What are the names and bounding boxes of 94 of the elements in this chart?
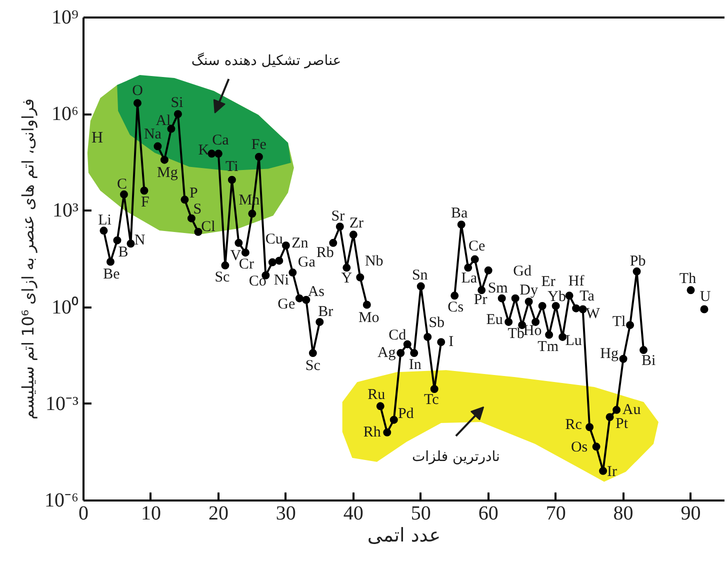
y-tick-label: 10⁻⁶ (44, 490, 79, 512)
annotation: Zr (349, 216, 364, 232)
annotation: Br (318, 304, 334, 320)
annotation: H (92, 129, 104, 146)
annotation: C (116, 176, 127, 192)
annotation: W (586, 306, 601, 322)
annotation: Si (170, 95, 184, 112)
annotation: In (408, 357, 422, 374)
annotation: Zn (292, 236, 309, 252)
annotation: Na (144, 126, 162, 142)
annotation: Th (679, 271, 697, 288)
annotation: Fe (251, 136, 267, 153)
x-tick-label: 30 (276, 502, 296, 524)
x-axis-title: عدد اتمی (367, 524, 441, 546)
annotation: Rb (316, 244, 334, 261)
annotation: Os (570, 440, 588, 456)
annotation: Dy (520, 282, 538, 299)
annotation: Tb (508, 326, 524, 342)
annotation: Be (103, 266, 120, 283)
annotation: Y (341, 270, 352, 287)
annotation: Mg (157, 164, 178, 181)
annotation: Ba (451, 206, 468, 222)
y-tick-label: 10³ (52, 200, 79, 222)
x-tick-label: 90 (680, 502, 701, 524)
x-tick-label: 20 (208, 502, 228, 524)
annotation: Pd (398, 406, 414, 422)
annotation: Rh (363, 424, 382, 440)
annotation: O (132, 83, 144, 100)
annotation: Tc (424, 392, 440, 408)
annotation: نادرترین فلزات (412, 448, 500, 465)
annotation: Bi (641, 353, 656, 370)
annotation: Co (248, 273, 266, 290)
x-tick-label: 60 (478, 502, 498, 524)
annotation: Ta (580, 288, 595, 304)
annotation: As (308, 284, 325, 300)
x-tick-label: 10 (140, 502, 161, 524)
annotation: Tl (612, 314, 626, 330)
annotation: Cu (265, 232, 284, 248)
annotation: La (461, 270, 478, 287)
annotation: B (118, 244, 128, 260)
x-tick-label: 70 (546, 502, 566, 524)
annotation: Tm (538, 338, 559, 355)
annotation: Sb (428, 314, 445, 331)
annotation: Ce (468, 238, 486, 254)
annotation: Sm (488, 280, 508, 296)
annotation: Pb (630, 253, 646, 270)
annotation: Hf (568, 274, 584, 290)
annotation: Ni (274, 272, 289, 288)
y-axis-title: فراوانی، اتم های عنصر به ازای 10⁶ اتم سیلیسم (18, 98, 38, 420)
annotation: Cd (388, 327, 407, 344)
annotation: Lu (565, 332, 582, 349)
annotation: Rc (565, 417, 582, 434)
annotation: Ga (298, 254, 316, 271)
annotation: Cr (238, 256, 254, 273)
annotation: N (134, 232, 146, 249)
annotation: Sc (214, 269, 230, 286)
annotation: عناصر تشکیل دهنده سنگ (191, 52, 342, 70)
annotation: Mo (358, 310, 380, 326)
annotation: Ir (607, 464, 618, 480)
y-tick-label: 10⁰ (52, 295, 78, 318)
annotation: S (193, 201, 202, 218)
annotation: Gd (513, 263, 532, 280)
annotation: Li (98, 212, 112, 229)
annotation: F (141, 194, 150, 211)
annotation: Cs (448, 300, 464, 316)
annotation: Ca (212, 132, 230, 149)
annotation: Sc (305, 358, 321, 374)
x-tick-label: 50 (410, 502, 431, 524)
x-tick-label: 0 (78, 502, 88, 524)
annotation: Ru (368, 387, 386, 404)
annotation: Al (156, 112, 171, 129)
annotation: Er (541, 274, 556, 290)
annotation: K (198, 142, 210, 159)
y-tick-label: 10⁻³ (46, 392, 79, 415)
annotation: I (448, 334, 454, 350)
annotation: Hg (600, 346, 619, 362)
annotation: P (190, 186, 198, 202)
x-tick-label: 80 (613, 502, 634, 524)
annotation: Pr (474, 292, 488, 308)
annotation: Au (622, 402, 642, 418)
annotation: Yb (548, 288, 566, 305)
y-tick-label: 10⁶ (52, 103, 79, 126)
x-tick-label: 40 (343, 502, 364, 524)
annotation: Ho (523, 322, 542, 339)
annotation: Sn (412, 267, 428, 284)
annotation: U (700, 289, 711, 306)
y-tick-label: 10⁹ (52, 6, 79, 28)
annotation: Pt (616, 416, 629, 432)
annotation: Nb (364, 253, 384, 270)
annotation: Sr (331, 208, 345, 225)
annotation: Eu (486, 312, 504, 328)
annotation: Ag (377, 345, 396, 362)
annotation: Cl (201, 218, 216, 235)
annotation: Ge (278, 296, 296, 312)
